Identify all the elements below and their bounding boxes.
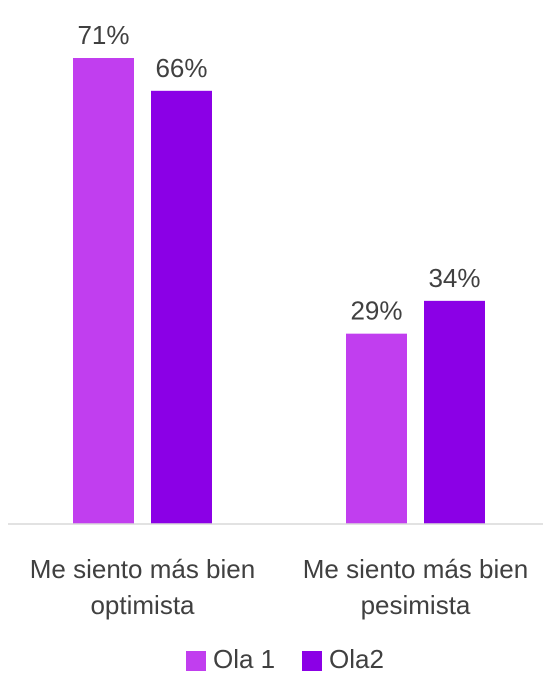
- data-label-ola1-cat1: 71%: [77, 20, 129, 50]
- bar-ola2-cat1: [151, 90, 212, 525]
- data-label-ola2-cat2: 34%: [428, 263, 480, 293]
- category-label-1: Me siento más bien optimista: [30, 554, 255, 620]
- data-label-ola2-cat1: 66%: [155, 53, 207, 83]
- legend-swatch-ola1: [186, 651, 206, 671]
- legend-label-ola1: Ola 1: [213, 644, 275, 674]
- value-labels-group: 71% 66% 29% 34%: [77, 20, 480, 326]
- legend: Ola 1 Ola2: [186, 644, 384, 674]
- category-label-2: Me siento más bien pesimista: [303, 554, 528, 620]
- legend-label-ola2: Ola2: [329, 644, 384, 674]
- category-labels-group: Me siento más bien optimista Me siento más…: [30, 554, 528, 620]
- bar-ola2-cat2: [424, 300, 485, 524]
- bar-ola1-cat2: [346, 333, 407, 524]
- bar-ola1-cat1: [73, 58, 134, 524]
- legend-swatch-ola2: [302, 651, 322, 671]
- bars-group: [73, 58, 485, 525]
- data-label-ola1-cat2: 29%: [350, 296, 402, 326]
